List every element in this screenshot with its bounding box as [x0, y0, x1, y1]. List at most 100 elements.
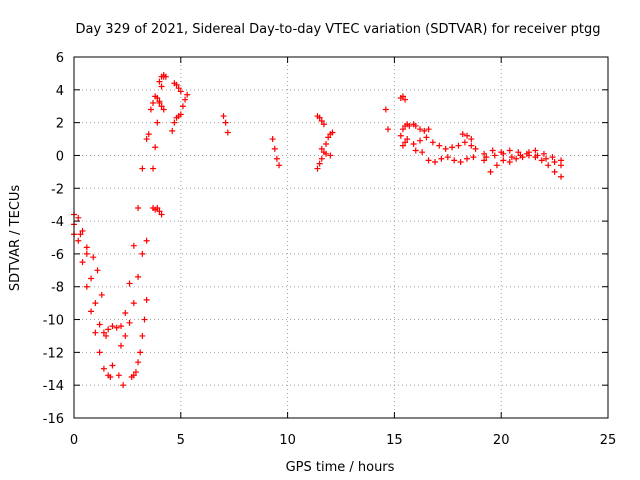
data-point	[145, 131, 152, 138]
data-point	[472, 145, 479, 152]
data-point	[468, 136, 475, 143]
data-point	[487, 168, 494, 175]
axis-ticks	[73, 56, 609, 419]
data-point	[100, 365, 107, 372]
data-point	[271, 145, 278, 152]
data-point	[444, 154, 451, 161]
series-arc-7	[147, 93, 167, 113]
series-arc-6	[150, 73, 167, 172]
data-point	[160, 106, 167, 113]
x-tick-label: 0	[70, 433, 78, 448]
series-arc-14	[269, 136, 283, 169]
data-point	[107, 373, 114, 380]
series-arc-2	[71, 231, 114, 380]
data-point	[451, 157, 458, 164]
x-tick-label: 5	[177, 433, 185, 448]
y-tick-label: 6	[56, 51, 64, 66]
data-point	[481, 157, 488, 164]
data-point	[92, 329, 99, 336]
data-point	[425, 126, 432, 133]
data-point	[154, 119, 161, 126]
data-point	[320, 121, 327, 128]
chart-title: Day 329 of 2021, Sidereal Day-to-day VTE…	[76, 22, 601, 37]
data-point	[122, 309, 129, 316]
data-point	[323, 140, 330, 147]
data-point	[98, 291, 105, 298]
data-point	[558, 162, 565, 169]
data-point	[314, 165, 321, 172]
data-point	[75, 214, 82, 221]
data-point	[269, 136, 276, 143]
series-arc-12	[179, 91, 191, 110]
data-point	[558, 173, 565, 180]
data-point	[130, 300, 137, 307]
data-point	[442, 145, 449, 152]
data-point	[120, 382, 127, 389]
data-point	[83, 250, 90, 257]
data-point	[459, 131, 466, 138]
series-arc-27	[481, 152, 565, 180]
series-arc-9	[156, 72, 169, 85]
y-axis-label: SDTVAR / TECUs	[8, 185, 23, 292]
y-tick-label: -14	[43, 379, 64, 394]
series-arc-21	[399, 136, 411, 149]
series-arc-10	[171, 80, 184, 95]
data-point	[143, 237, 150, 244]
series-arc-25	[459, 131, 475, 143]
data-point	[130, 242, 137, 249]
data-point	[122, 332, 129, 339]
data-point	[141, 316, 148, 323]
data-point	[177, 88, 184, 95]
data-point	[481, 150, 488, 157]
data-point	[126, 319, 133, 326]
data-point	[175, 85, 182, 92]
data-point	[79, 227, 86, 234]
data-point	[318, 155, 325, 162]
data-point	[525, 149, 532, 156]
data-point	[224, 129, 231, 136]
y-tick-label: -6	[51, 248, 64, 263]
data-point	[412, 122, 419, 129]
data-point	[515, 149, 522, 156]
data-point	[483, 154, 490, 161]
x-axis-label: GPS time / hours	[286, 460, 395, 475]
series-arc-20	[397, 121, 413, 139]
data-point	[158, 103, 165, 110]
data-point	[316, 114, 323, 121]
x-tick-label: 20	[493, 433, 510, 448]
data-point	[419, 149, 426, 156]
data-point	[147, 106, 154, 113]
data-point	[532, 147, 539, 154]
data-point	[513, 155, 520, 162]
data-point	[139, 250, 146, 257]
data-point	[135, 204, 142, 211]
data-point	[96, 321, 103, 328]
data-point	[438, 155, 445, 162]
data-point	[436, 142, 443, 149]
data-point	[500, 157, 507, 164]
series-arc-17	[318, 145, 334, 159]
data-point	[534, 152, 541, 159]
data-point	[273, 155, 280, 162]
data-point	[457, 159, 464, 166]
data-point	[139, 165, 146, 172]
data-point	[169, 127, 176, 134]
series-arc-19	[397, 93, 409, 103]
data-point	[327, 152, 334, 159]
data-point	[88, 308, 95, 315]
series-arc-22	[410, 121, 432, 134]
y-tick-label: -2	[51, 182, 64, 197]
data-point	[94, 267, 101, 274]
data-point	[468, 142, 475, 149]
data-point	[150, 165, 157, 172]
series-arc-15	[314, 113, 327, 128]
data-point	[130, 372, 137, 379]
data-point	[417, 126, 424, 133]
data-point	[431, 159, 438, 166]
data-point	[399, 93, 406, 100]
data-point	[276, 162, 283, 169]
data-point	[90, 254, 97, 261]
data-point	[150, 99, 157, 106]
series-arc-3	[71, 221, 127, 389]
data-point	[143, 296, 150, 303]
